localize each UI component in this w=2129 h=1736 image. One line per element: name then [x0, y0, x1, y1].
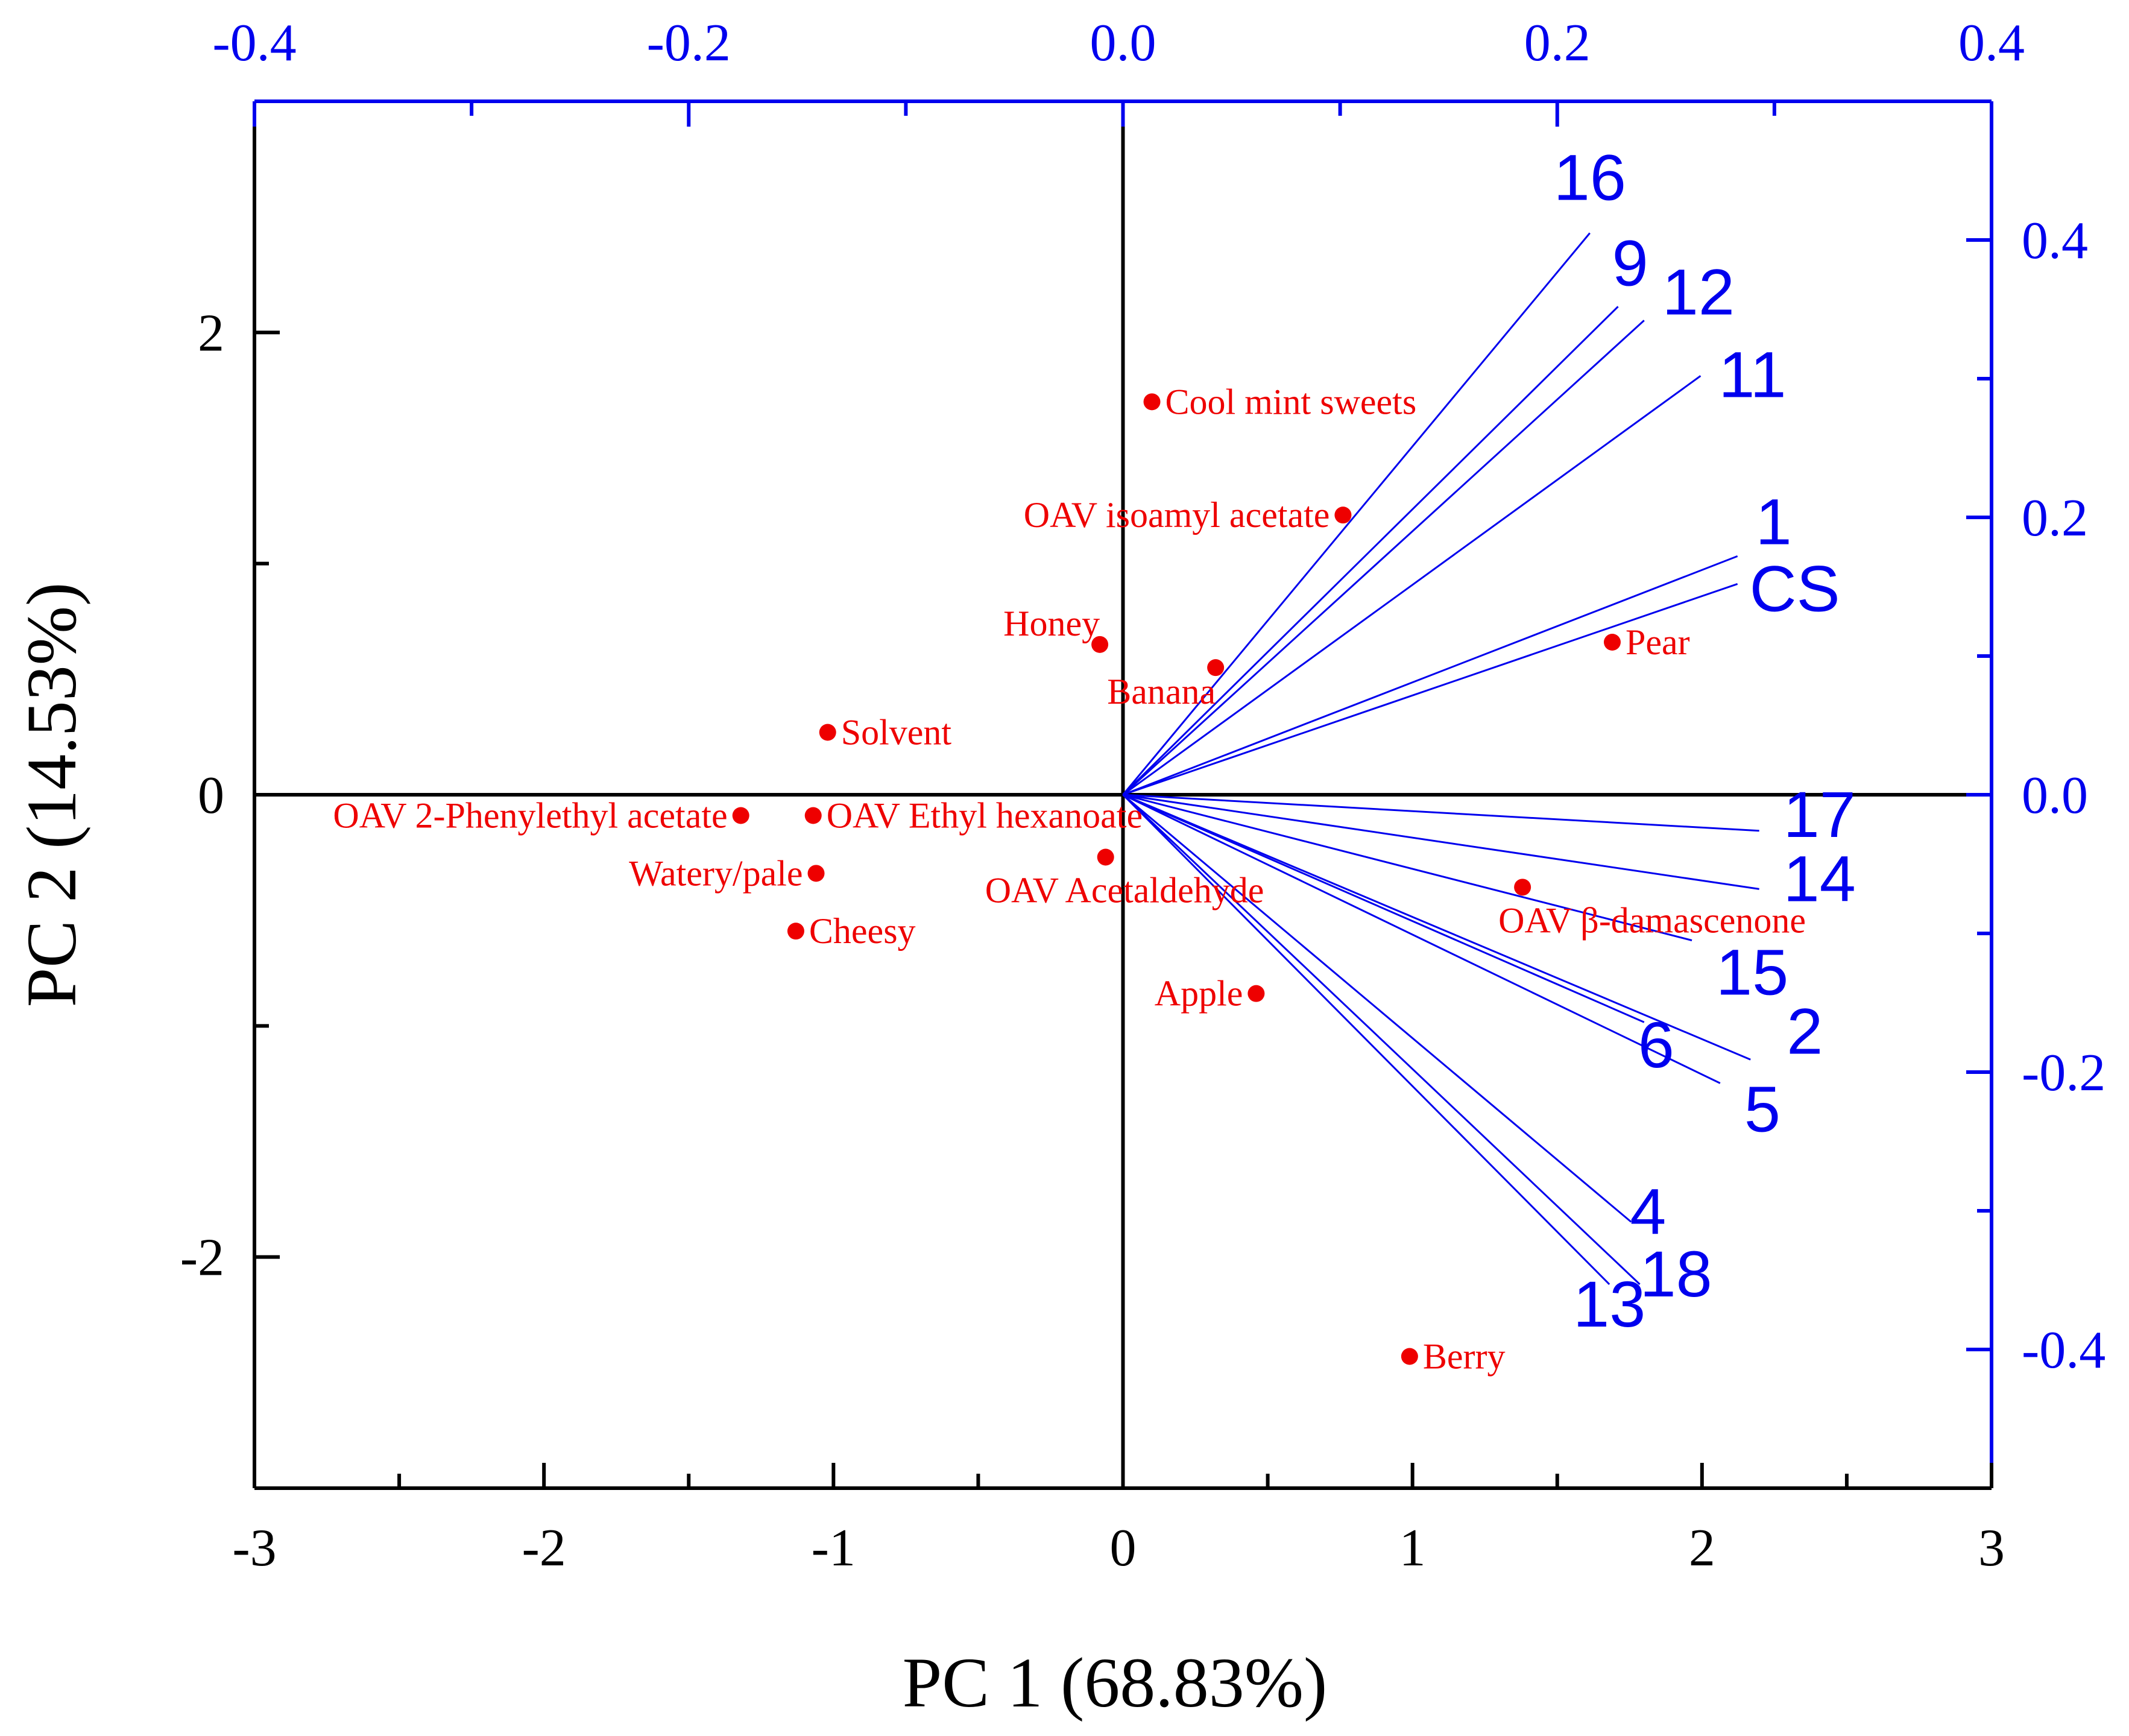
- score-label-oav-ethyl-hexanoate: OAV Ethyl hexanoate: [827, 796, 1143, 836]
- loading-vector-2: [1122, 794, 1751, 1061]
- score-point-oav-damascenone: [1514, 879, 1531, 896]
- top-tick-label: -0.2: [647, 14, 731, 72]
- score-label-berry: Berry: [1423, 1337, 1506, 1377]
- score-point-oav-isoamyl-acetate: [1334, 507, 1352, 524]
- score-point-oav-acetaldehyde: [1097, 848, 1114, 866]
- loading-vector-12: [1122, 320, 1645, 796]
- loading-label-18: 18: [1640, 1237, 1712, 1310]
- x-axis-title: PC 1 (68.83%): [903, 1643, 1328, 1722]
- loading-vector-14: [1123, 794, 1759, 890]
- loading-label-16: 16: [1554, 141, 1626, 214]
- top-tick-label: 0.2: [1524, 14, 1591, 72]
- right-tick-label: -0.2: [2022, 1044, 2105, 1102]
- x-tick-label: 0: [1110, 1519, 1137, 1577]
- score-point-watery-pale: [807, 865, 825, 882]
- loading-vector-5: [1122, 794, 1721, 1084]
- loading-label-11: 11: [1718, 338, 1786, 411]
- x-tick-label: 1: [1399, 1519, 1426, 1577]
- score-label-oav-2-phenylethyl-acetate: OAV 2-Phenylethyl acetate: [333, 796, 727, 836]
- score-label-pear: Pear: [1626, 622, 1690, 662]
- score-point-apple: [1247, 985, 1265, 1002]
- loading-label-14: 14: [1784, 842, 1856, 915]
- loading-vector-6: [1122, 794, 1645, 1023]
- right-tick-label: -0.4: [2022, 1321, 2105, 1380]
- loading-label-cs: CS: [1750, 552, 1840, 625]
- y-tick-label: 2: [198, 304, 224, 362]
- loading-vector-4: [1122, 794, 1632, 1223]
- x-tick-label: -2: [522, 1519, 566, 1577]
- loading-label-4: 4: [1630, 1175, 1666, 1248]
- top-tick-label: 0.4: [1958, 14, 2025, 72]
- score-point-oav-2-phenylethyl-acetate: [732, 807, 749, 824]
- x-tick-label: -1: [812, 1519, 856, 1577]
- score-point-banana: [1207, 659, 1225, 677]
- loading-vector-16: [1122, 232, 1591, 795]
- loading-label-5: 5: [1744, 1072, 1780, 1145]
- right-tick-label: 0.0: [2022, 766, 2088, 825]
- x-tick-label: -3: [232, 1519, 276, 1577]
- score-point-oav-ethyl-hexanoate: [804, 807, 822, 824]
- loading-vector-9: [1122, 306, 1619, 796]
- score-point-cool-mint-sweets: [1143, 393, 1161, 411]
- score-label-watery-pale: Watery/pale: [629, 853, 803, 893]
- score-point-pear: [1603, 634, 1621, 651]
- loading-label-13: 13: [1573, 1267, 1645, 1340]
- score-label-oav-damascenone: OAV β-damascenone: [1498, 900, 1806, 940]
- loading-vector-13: [1122, 794, 1610, 1285]
- loading-vector-cs: [1123, 582, 1738, 796]
- y-axis-title: PC 2 (14.53%): [12, 582, 91, 1008]
- score-point-cheesy: [787, 923, 804, 940]
- loading-label-2: 2: [1787, 994, 1823, 1067]
- loading-label-9: 9: [1612, 226, 1648, 299]
- top-tick-label: -0.4: [212, 14, 296, 72]
- loading-vector-15: [1123, 794, 1692, 941]
- score-label-banana: Banana: [1107, 672, 1216, 712]
- score-label-oav-isoamyl-acetate: OAV isoamyl acetate: [1024, 495, 1330, 535]
- top-tick-label: 0.0: [1090, 14, 1156, 72]
- loading-vector-18: [1122, 794, 1641, 1285]
- score-label-cool-mint-sweets: Cool mint sweets: [1165, 382, 1417, 421]
- loading-label-6: 6: [1638, 1008, 1674, 1081]
- x-tick-label: 2: [1689, 1519, 1715, 1577]
- score-label-cheesy: Cheesy: [809, 911, 916, 951]
- score-point-solvent: [819, 724, 836, 741]
- loading-vector-1: [1122, 555, 1738, 796]
- loading-vector-17: [1123, 794, 1759, 832]
- score-label-oav-acetaldehyde: OAV Acetaldehyde: [985, 871, 1264, 911]
- loading-label-17: 17: [1784, 778, 1856, 851]
- loading-label-1: 1: [1756, 485, 1792, 558]
- y-tick-label: 0: [198, 766, 224, 825]
- score-point-honey: [1091, 636, 1109, 653]
- score-label-solvent: Solvent: [841, 713, 952, 753]
- right-tick-label: 0.2: [2022, 489, 2088, 548]
- score-point-berry: [1401, 1348, 1418, 1365]
- loading-label-15: 15: [1716, 936, 1788, 1009]
- x-tick-label: 3: [1978, 1519, 2005, 1577]
- y-tick-label: -2: [180, 1229, 224, 1287]
- right-tick-label: 0.4: [2022, 212, 2088, 270]
- score-label-honey: Honey: [1003, 604, 1100, 643]
- loading-label-12: 12: [1662, 255, 1735, 328]
- loading-vector-11: [1122, 375, 1702, 796]
- score-label-apple: Apple: [1155, 974, 1243, 1014]
